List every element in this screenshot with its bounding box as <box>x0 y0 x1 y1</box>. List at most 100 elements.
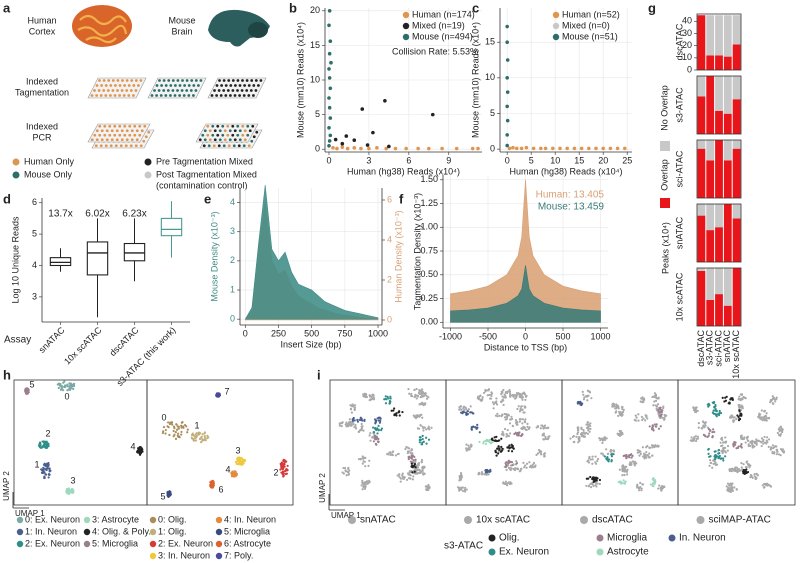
cell <box>656 397 658 399</box>
cell <box>636 485 638 487</box>
cell <box>199 437 201 439</box>
cell <box>354 407 356 409</box>
cell <box>720 438 722 440</box>
cell <box>366 483 368 485</box>
well <box>181 89 184 92</box>
cell <box>72 388 74 390</box>
data-point <box>331 146 335 150</box>
cell <box>654 396 656 398</box>
cell <box>770 448 772 450</box>
cell <box>286 473 288 475</box>
cell <box>728 468 730 470</box>
cell <box>623 409 625 411</box>
cell <box>580 403 582 405</box>
cell <box>528 461 530 463</box>
well <box>136 138 139 141</box>
cell <box>43 477 45 479</box>
legend-label: Olig. <box>499 533 520 544</box>
data-point <box>383 99 387 103</box>
cell <box>517 468 519 470</box>
well <box>216 134 219 137</box>
cell <box>39 444 41 446</box>
data-point <box>539 147 543 151</box>
bar-segment <box>733 140 741 149</box>
well <box>238 94 241 97</box>
cell <box>342 421 344 423</box>
cell <box>714 405 716 407</box>
data-point <box>594 147 598 151</box>
x-tick-label: 9 <box>446 155 451 165</box>
cell <box>595 479 597 481</box>
well <box>95 144 98 147</box>
cell <box>280 465 282 467</box>
well <box>128 134 131 137</box>
cell <box>651 455 653 457</box>
cell <box>241 458 243 460</box>
cell <box>612 449 614 451</box>
y-tick-label: 1.50 <box>420 174 438 184</box>
x-tick-label: 0 <box>523 331 528 341</box>
cell <box>661 485 663 487</box>
cell <box>500 451 502 453</box>
cell <box>780 429 782 431</box>
well <box>177 79 180 82</box>
well <box>226 125 229 128</box>
bar-segment <box>706 204 714 230</box>
cell <box>488 388 490 390</box>
cell <box>722 449 724 451</box>
cell <box>495 436 497 438</box>
cell <box>413 414 415 416</box>
data-point <box>525 146 529 150</box>
cell <box>204 437 206 439</box>
well <box>158 89 161 92</box>
bar-segment <box>698 216 706 262</box>
cell <box>495 451 497 453</box>
well <box>250 140 253 143</box>
cell <box>646 454 648 456</box>
cell <box>378 429 380 431</box>
data-point <box>360 107 364 111</box>
cell <box>231 473 233 475</box>
cell <box>418 389 420 391</box>
cell <box>511 418 513 420</box>
cell <box>412 478 414 480</box>
data-point <box>532 147 536 151</box>
cell <box>629 454 631 456</box>
cell <box>193 439 195 441</box>
legend-label: 2: Ex. Neuron <box>25 538 80 548</box>
cell <box>515 419 517 421</box>
cell <box>623 455 625 457</box>
data-point <box>506 119 510 123</box>
cell <box>621 465 623 467</box>
cell <box>739 469 741 471</box>
legend-label: In. Neuron <box>679 533 726 544</box>
data-point <box>616 147 620 151</box>
cell <box>358 431 360 433</box>
well <box>101 138 104 141</box>
well <box>218 79 221 82</box>
cell <box>518 394 520 396</box>
cell <box>284 470 286 472</box>
cell <box>418 464 420 466</box>
cell <box>369 434 371 436</box>
legend-swatch <box>660 141 670 151</box>
bar-segment <box>706 76 714 134</box>
bar-segment <box>698 268 706 271</box>
cell <box>361 423 363 425</box>
cell <box>736 488 738 490</box>
cell <box>520 435 522 437</box>
well <box>243 94 246 97</box>
cell <box>182 425 184 427</box>
cell <box>695 440 697 442</box>
legend-label: Ex. Neuron <box>499 547 549 558</box>
cell <box>376 436 378 438</box>
cell <box>510 416 512 418</box>
cell <box>458 476 460 478</box>
well <box>248 84 251 87</box>
data-point <box>327 24 331 28</box>
well <box>120 144 123 147</box>
cell <box>746 466 748 468</box>
cell <box>347 467 349 469</box>
cell <box>732 444 734 446</box>
cell <box>73 383 75 385</box>
